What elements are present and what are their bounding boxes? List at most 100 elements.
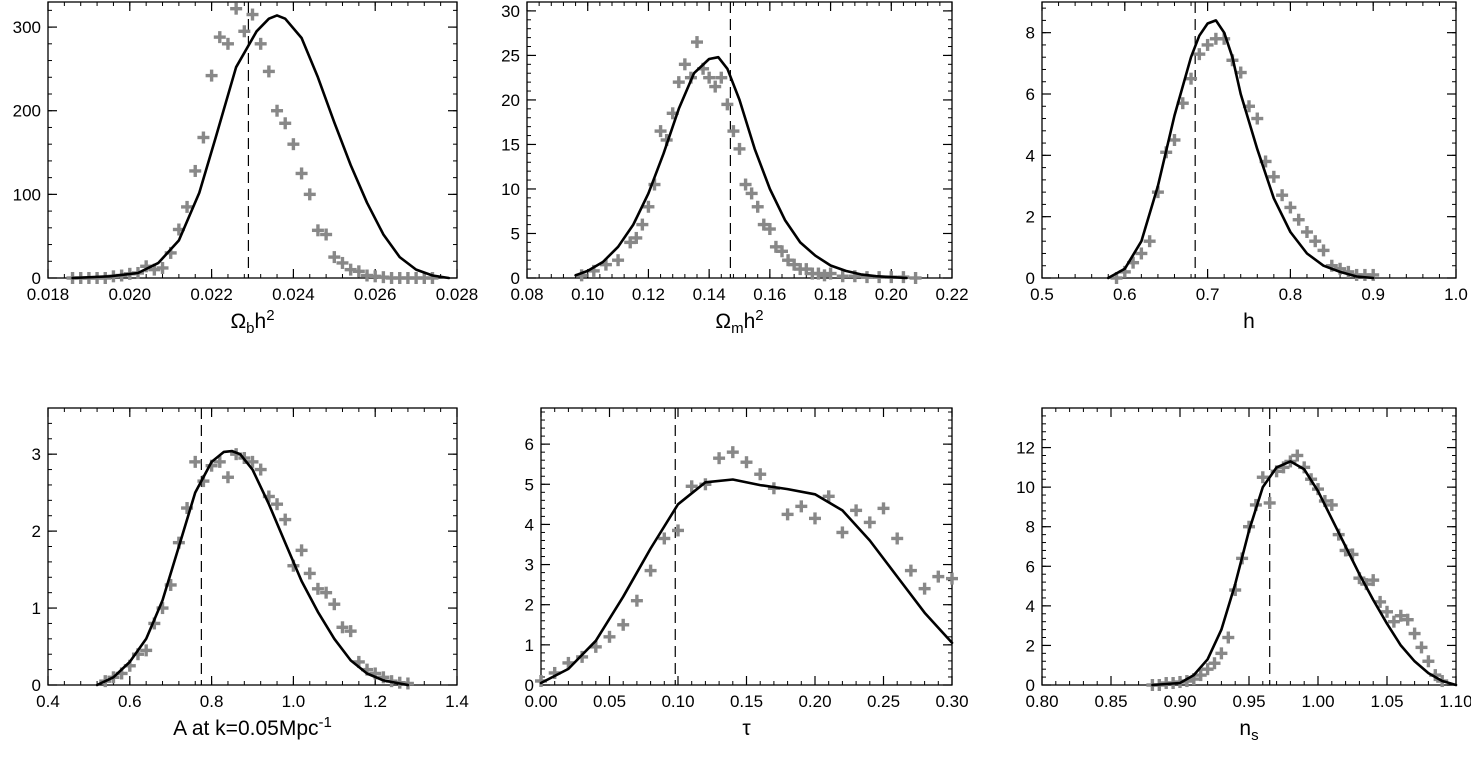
data-point [751,200,764,213]
y-tick-label: 8 [1026,518,1035,537]
x-tick-label: 0.14 [693,285,726,304]
data-point [612,254,625,267]
data-point [279,513,292,526]
data-point [1300,226,1313,238]
y-tick-label: 10 [1016,478,1035,497]
x-axis-label-main: τ [742,717,751,740]
x-tick-label: 0.30 [935,692,968,711]
data-point [213,31,226,44]
x-axis-label-main: Ω [715,310,731,333]
y-tick-label: 4 [1026,146,1035,165]
fitted-curve [95,449,410,687]
data-point [636,218,649,231]
data-point [721,98,734,111]
x-tick-label: 0.90 [1163,692,1196,711]
x-tick-label: 1.00 [1301,692,1334,711]
data-point [1201,663,1214,676]
data-point [812,267,825,280]
x-tick-label: 1.05 [1370,692,1403,711]
data-point [726,446,739,459]
data-point [1256,471,1269,484]
data-point [703,71,716,84]
data-point [776,245,788,258]
data-point [1291,449,1304,462]
data-point [205,69,218,82]
x-axis-label-sup: -1 [319,714,332,731]
y-tick-label: 10 [501,180,520,199]
data-point [1185,72,1198,85]
x-axis-label-sub: b [246,320,254,337]
x-tick-label: 0.85 [1094,692,1127,711]
x-tick-label: 0.20 [875,285,908,304]
data-point [311,582,324,595]
panel-omega-m-h2: 0.08 0.10 0.12 0.14 0.16 0.18 0.20 0.22 0 5 10 15 20… [501,1,969,337]
data-point [782,254,795,267]
x-axis-label: h [1243,310,1255,333]
y-tick-label: 0 [32,269,41,288]
x-tick-label: 0.08 [510,285,543,304]
data-point [904,564,917,577]
data-point [891,532,904,545]
data-point [1292,213,1305,226]
data-point [1263,496,1276,509]
data-point [1193,48,1206,61]
x-tick-label: 0.4 [36,692,60,711]
data-point [295,544,308,557]
data-point [818,269,831,282]
x-tick-label: 0.16 [753,285,786,304]
x-axis-label-sup: 2 [266,307,274,324]
data-point [1135,247,1148,260]
panel-tau: 0.00 0.05 0.10 0.15 0.20 0.25 0.30 0 1 2 3 4 5 6 τ [524,407,969,740]
data-point [754,468,767,481]
y-tick-label: 20 [501,91,520,110]
x-tick-label: 0.018 [27,285,70,304]
y-tick-label: 30 [501,2,520,21]
data-point [658,532,671,545]
y-tick-label: 100 [13,185,41,204]
x-tick-label: 1.4 [445,692,469,711]
data-point [824,267,837,280]
x-axis-label: A at k=0.05Mpc-1 [173,714,332,740]
data-point [295,167,308,180]
fitted-curve [1151,460,1458,687]
data-point [691,36,703,49]
data-point [809,512,821,525]
y-tick-label: 8 [1026,24,1035,43]
x-axis-label-tail: h [744,310,756,333]
y-tick-label: 12 [1016,439,1035,458]
x-tick-label: 0.9 [1361,285,1385,304]
fitted-curve [574,55,908,280]
y-tick-label: 0 [1026,269,1035,288]
plot-frame [47,407,458,686]
data-point [1317,244,1330,257]
data-point [1367,574,1380,587]
data-point [303,567,316,580]
x-axis-label-sup: 2 [755,307,763,324]
data-point [822,490,835,503]
y-tick-label: 1 [32,599,41,618]
data-point [181,200,194,213]
data-point [156,261,169,274]
data-point [932,570,945,583]
data-point [1284,201,1297,214]
data-point [336,256,349,269]
data-point [685,480,698,493]
plot-frame [526,1,953,279]
data-point [788,258,801,271]
y-tick-label: 6 [1026,85,1035,104]
data-point [589,640,602,653]
x-tick-label: 0.8 [1279,285,1303,304]
data-point [1251,112,1264,125]
fitted-curve [1106,19,1375,280]
data-point [1222,631,1235,644]
y-tick-label: 4 [525,515,534,534]
data-point [733,142,746,155]
data-point [189,455,202,468]
data-point [603,630,616,643]
data-point [678,58,691,71]
data-point [617,618,630,631]
data-point [642,200,655,213]
data-point [1168,134,1181,146]
x-tick-label: 0.18 [814,285,847,304]
y-tick-label: 2 [1026,208,1035,227]
